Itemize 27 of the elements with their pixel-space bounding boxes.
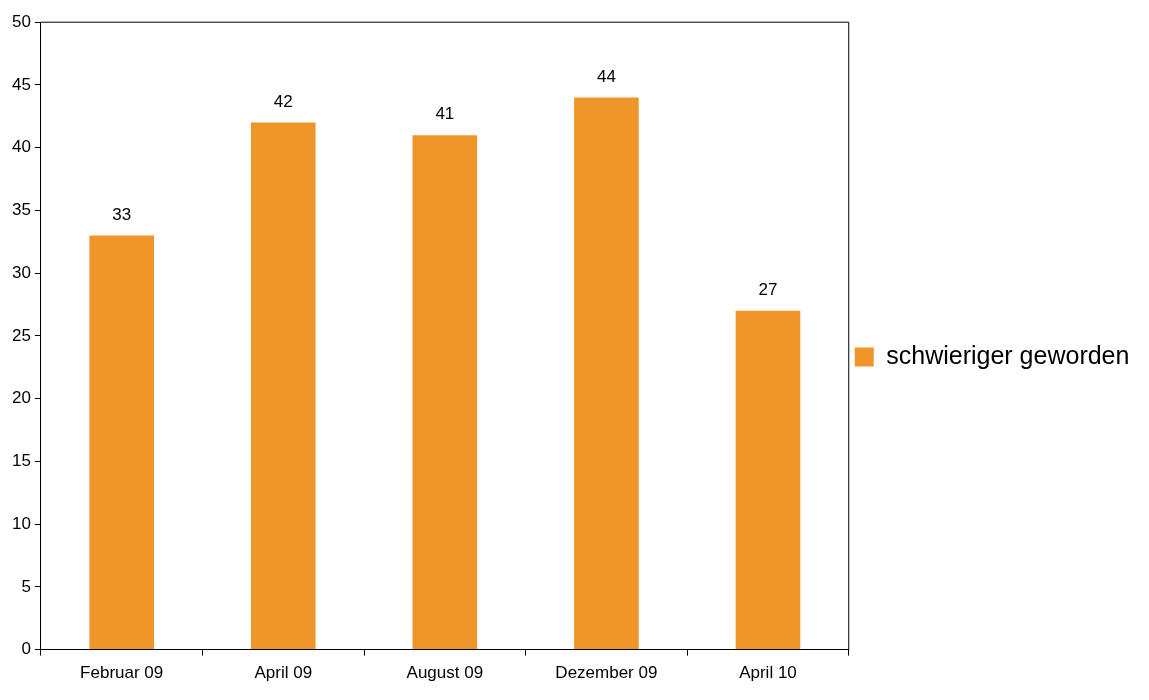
x-tick-label: Dezember 09 <box>555 663 658 683</box>
y-tick-label: 45 <box>11 74 31 94</box>
data-label: 42 <box>273 91 293 111</box>
y-tick-label: 30 <box>11 262 31 282</box>
bar <box>89 235 155 650</box>
y-tick-label: 25 <box>11 325 31 345</box>
x-tick-label: April 09 <box>254 663 313 683</box>
bar <box>735 310 801 650</box>
x-tick-label: August 09 <box>406 663 484 683</box>
data-label: 27 <box>758 279 778 299</box>
bar <box>250 122 316 650</box>
y-tick-label: 5 <box>21 576 31 596</box>
y-tick-label: 20 <box>11 388 31 408</box>
data-label: 44 <box>596 66 616 86</box>
x-tick-label: April 10 <box>739 663 797 683</box>
legend-label: schwieriger geworden <box>886 340 1130 369</box>
y-tick-label: 40 <box>11 137 31 157</box>
x-tick-label: Februar 09 <box>80 663 164 683</box>
y-tick-label: 0 <box>21 639 31 659</box>
y-tick-label: 15 <box>11 451 31 471</box>
bar <box>574 97 639 650</box>
bar <box>412 135 478 650</box>
y-tick-label: 50 <box>11 11 31 31</box>
y-tick-label: 35 <box>11 200 31 220</box>
data-label: 41 <box>435 104 455 124</box>
y-tick-label: 10 <box>11 513 31 533</box>
data-label: 33 <box>112 204 132 224</box>
